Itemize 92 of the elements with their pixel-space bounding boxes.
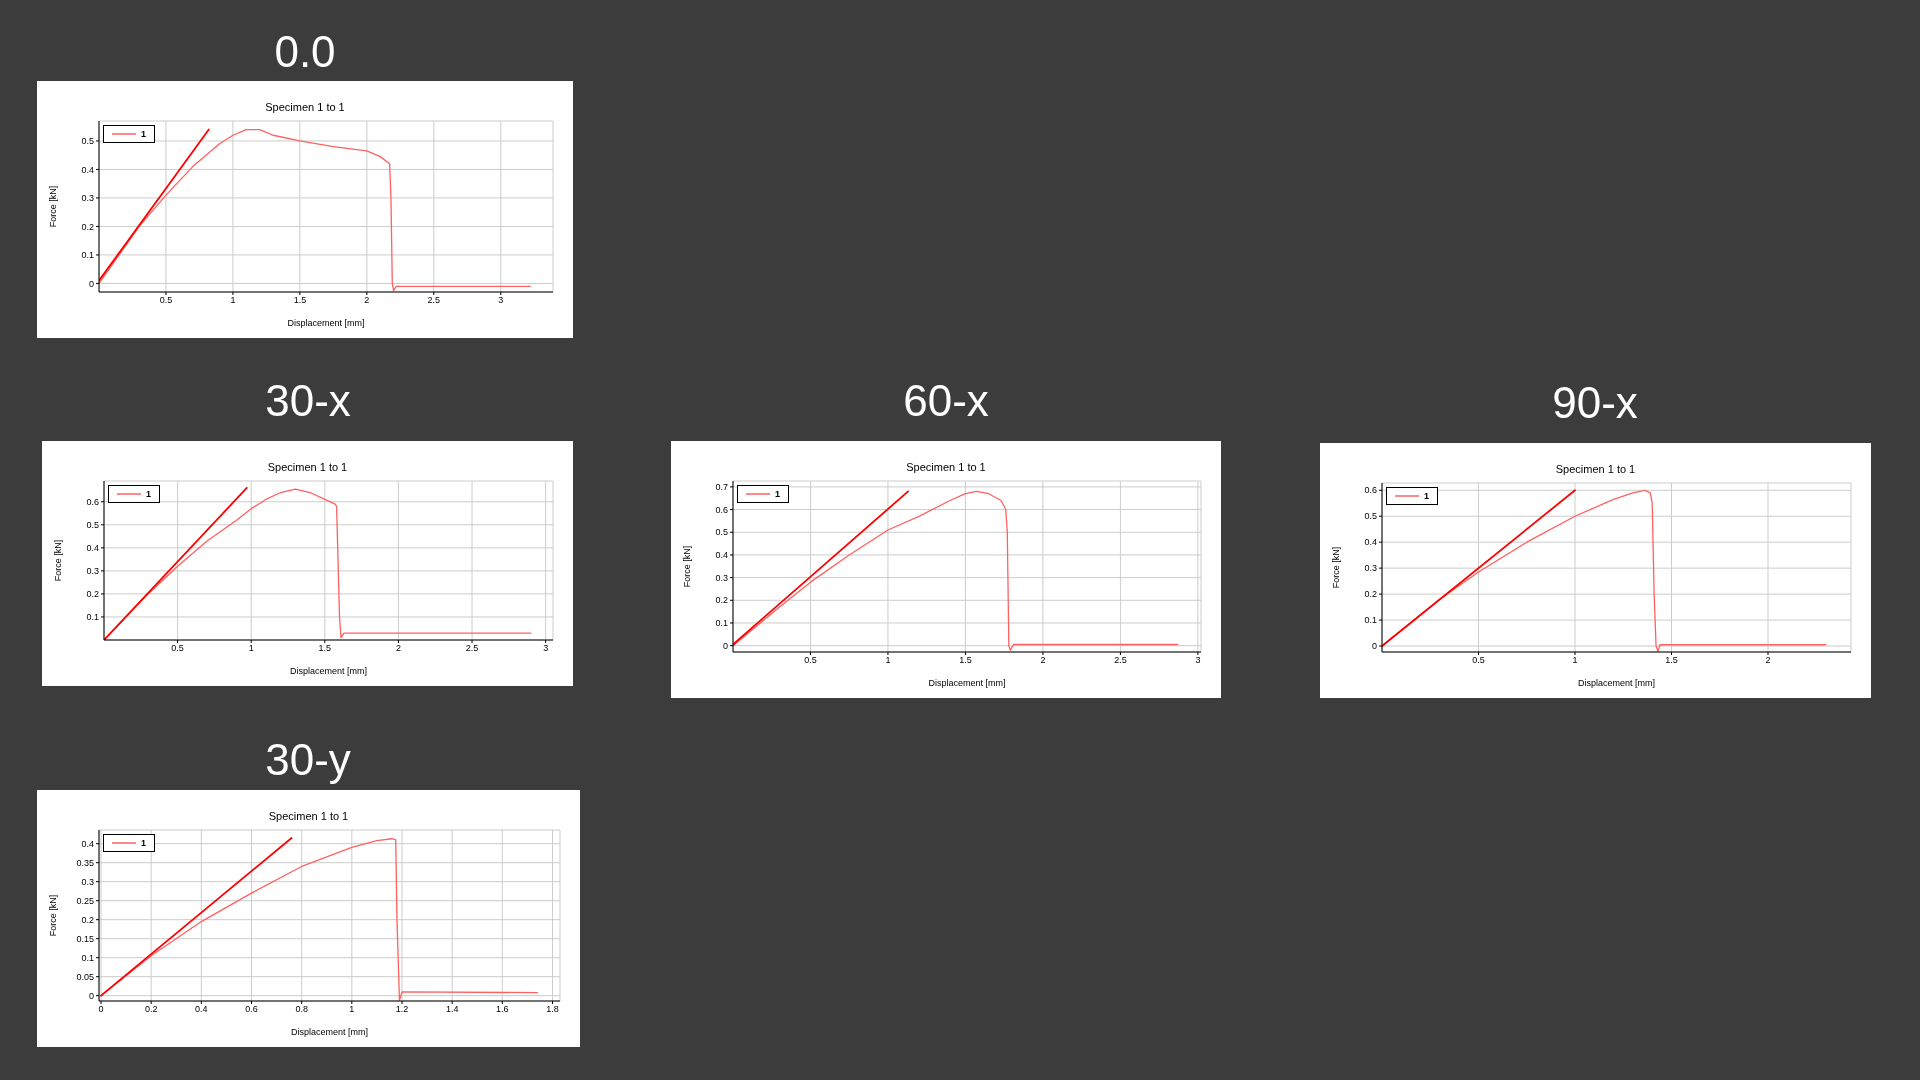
y-tick-label: 0.3: [1364, 563, 1377, 574]
y-tick-label: 0.4: [1364, 537, 1377, 548]
y-tick-label: 0.1: [81, 952, 94, 963]
legend-label: 1: [141, 128, 147, 140]
legend-label: 1: [141, 837, 147, 849]
chart-title: 60-x: [902, 375, 990, 427]
chart-title: 0.0: [273, 26, 337, 78]
y-tick-label: 0.05: [76, 971, 94, 982]
x-tick-label: 2: [395, 643, 401, 654]
x-tick-label: 0.4: [195, 1004, 208, 1015]
x-tick-label: 2.5: [465, 643, 479, 654]
y-tick-label: 0.5: [1364, 511, 1377, 522]
y-tick-label: 0.3: [715, 572, 728, 583]
legend-label: 1: [146, 488, 152, 500]
x-tick-label: 1.5: [959, 655, 972, 666]
x-tick-label: 1.5: [293, 295, 307, 306]
y-tick-label: 0.4: [715, 550, 728, 561]
y-tick-label: 0.25: [76, 895, 94, 906]
y-tick-label: 0.4: [81, 164, 94, 175]
y-tick-label: 0: [88, 990, 94, 1001]
y-axis-title: Force [kN]: [53, 539, 64, 582]
x-tick-label: 3: [1195, 655, 1201, 666]
x-tick-label: 1: [885, 655, 891, 666]
y-tick-label: 0: [88, 278, 94, 289]
y-axis-title: Force [kN]: [682, 545, 693, 588]
y-axis-title: Force [kN]: [1331, 546, 1342, 589]
y-tick-label: 0.1: [715, 618, 728, 629]
chart-subtitle: Specimen 1 to 1: [905, 461, 987, 475]
y-tick-label: 0.2: [81, 914, 94, 925]
y-tick-label: 0.1: [86, 612, 99, 623]
x-axis-title: Displacement [mm]: [290, 1027, 369, 1037]
chart-title: 30-y: [264, 734, 352, 786]
x-tick-label: 0.5: [171, 643, 184, 654]
y-tick-label: 0.35: [76, 857, 94, 868]
x-tick-label: 0.2: [144, 1004, 158, 1015]
chart-subtitle: Specimen 1 to 1: [1554, 463, 1637, 477]
y-tick-label: 0.2: [81, 221, 94, 232]
y-tick-label: 0.6: [1364, 485, 1377, 496]
x-tick-label: 0.5: [804, 655, 817, 666]
line-series: [733, 490, 1179, 651]
x-tick-label: 2.5: [1114, 655, 1127, 666]
x-tick-label: 2: [1765, 655, 1771, 666]
y-tick-label: 0.2: [86, 589, 99, 600]
y-tick-label: 0.1: [1364, 615, 1377, 626]
line-series: [99, 128, 531, 292]
y-tick-label: 0.1: [81, 250, 94, 261]
y-tick-label: 0.3: [81, 876, 94, 887]
y-tick-label: 0.6: [715, 504, 728, 515]
legend-label: 1: [775, 488, 781, 500]
x-tick-label: 0.5: [1472, 655, 1485, 666]
x-axis-title: Displacement [mm]: [1577, 678, 1656, 688]
y-tick-label: 0.4: [81, 838, 94, 849]
x-tick-label: 0.5: [159, 295, 173, 306]
x-tick-label: 1.5: [318, 643, 332, 654]
x-tick-label: 1.5: [1665, 655, 1678, 666]
chart-subtitle: Specimen 1 to 1: [267, 810, 350, 824]
x-tick-label: 1: [230, 295, 236, 306]
x-tick-label: 0.8: [295, 1004, 308, 1015]
x-axis-title: Displacement [mm]: [287, 318, 365, 328]
y-tick-label: 0.4: [86, 543, 99, 554]
y-tick-label: 0.5: [715, 527, 728, 538]
x-tick-label: 3: [543, 643, 549, 654]
x-tick-label: 1: [349, 1004, 355, 1015]
y-tick-label: 0.3: [86, 566, 99, 577]
x-tick-label: 2: [1040, 655, 1046, 666]
chart-subtitle: Specimen 1 to 1: [266, 461, 349, 475]
y-tick-label: 0.2: [715, 595, 728, 606]
y-axis-title: Force [kN]: [48, 894, 59, 937]
x-tick-label: 3: [498, 295, 504, 306]
chart-title: 90-x: [1551, 377, 1639, 429]
y-axis-title: Force [kN]: [48, 185, 59, 228]
chart-title: 30-x: [264, 375, 352, 427]
x-tick-label: 0.6: [245, 1004, 258, 1015]
x-tick-label: 1.4: [445, 1004, 459, 1015]
x-tick-label: 1: [1572, 655, 1578, 666]
chart-subtitle: Specimen 1 to 1: [264, 101, 346, 115]
x-tick-label: 1.2: [395, 1004, 409, 1015]
y-tick-label: 0.5: [81, 136, 94, 147]
legend-label: 1: [1424, 490, 1430, 502]
y-tick-label: 0.5: [86, 519, 99, 530]
x-tick-label: 2: [364, 295, 370, 306]
y-tick-label: 0.6: [86, 496, 99, 507]
x-tick-label: 2.5: [427, 295, 441, 306]
x-tick-label: 1: [248, 643, 254, 654]
x-axis-title: Displacement [mm]: [289, 666, 368, 676]
y-tick-label: 0.3: [81, 193, 94, 204]
y-tick-label: 0.15: [76, 933, 94, 944]
y-tick-label: 0.7: [715, 482, 728, 493]
x-tick-label: 1.8: [546, 1004, 559, 1015]
y-tick-label: 0.2: [1364, 589, 1377, 600]
x-tick-label: 1.6: [496, 1004, 509, 1015]
x-axis-title: Displacement [mm]: [928, 678, 1006, 688]
